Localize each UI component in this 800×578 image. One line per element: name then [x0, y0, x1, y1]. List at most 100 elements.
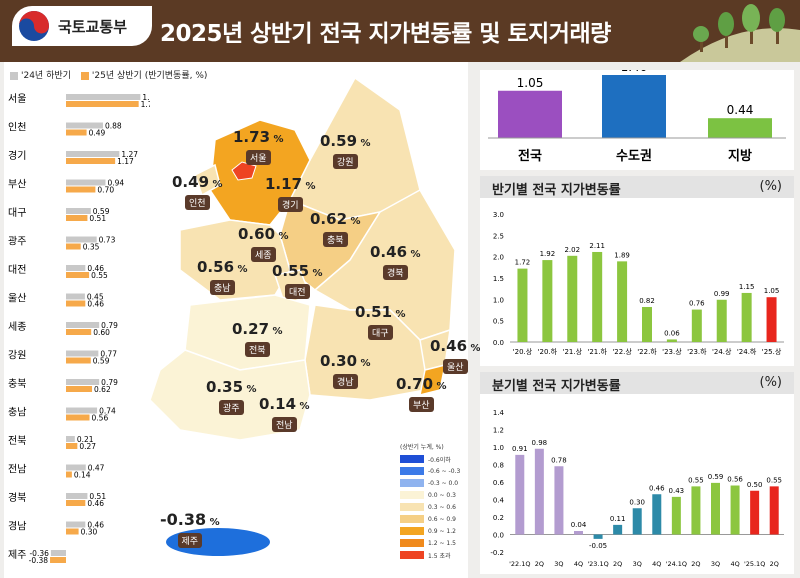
map-legend-label: -0.6이하 — [428, 456, 451, 464]
quarter-bar-label: 0.56 — [727, 476, 743, 484]
summary-bar-chart: 1.05 전국 1.40 수도권 0.44 지방 — [488, 70, 786, 164]
half-xtick: '24.하 — [737, 347, 757, 356]
quarter-bar — [515, 454, 525, 535]
region-bar — [66, 215, 88, 221]
map-legend-label: 0.6 ~ 0.9 — [428, 515, 456, 523]
header-banner: 국토교통부 2025년 상반기 전국 지가변동률 및 토지거래량 — [0, 0, 800, 62]
map-region-name: 세종 — [250, 247, 276, 262]
region-bar — [66, 500, 86, 506]
region-bar-category: 경북 — [8, 491, 26, 504]
korea-map — [149, 76, 456, 556]
region-bar-category: 부산 — [8, 179, 26, 191]
map-legend-item: 1.5 초과 — [400, 549, 460, 561]
region-bar-label: 0.14 — [74, 471, 91, 480]
quarter-xtick: '23.1Q — [587, 560, 608, 568]
page-title: 2025년 상반기 전국 지가변동률 및 토지거래량 — [160, 21, 611, 47]
summary-bar — [602, 75, 666, 138]
map-value: 0.14 % — [259, 395, 310, 413]
region-bar-category: 대구 — [8, 207, 26, 219]
region-bar-category: 세종 — [8, 321, 26, 333]
map-region-name: 전남 — [271, 417, 297, 432]
map-label-울산: 0.46 % 울산 — [430, 337, 481, 374]
map-value: 0.46 % — [370, 243, 421, 261]
map-label-대전: 0.55 % 대전 — [272, 262, 323, 299]
region-bar-category: 제주 — [8, 549, 26, 561]
region-bar — [66, 208, 91, 214]
region-bar-category: 충북 — [8, 378, 26, 390]
map-region-name: 서울 — [245, 150, 271, 165]
map-value: 0.30 % — [320, 352, 371, 370]
region-bar — [50, 550, 66, 556]
region-bar-label: -0.36 — [29, 549, 49, 558]
half-xtick: '20.하 — [538, 347, 558, 356]
region-bar-chart: 서울 1.771.73 인천 0.880.49 경기 1.271.17 부산 0.940.70… — [8, 93, 150, 565]
map-busan — [419, 363, 446, 397]
quarter-xtick: '22.1Q — [509, 560, 530, 568]
map-value: 0.49 % — [172, 173, 223, 191]
quarter-chart: -0.2 0.0 0.2 0.4 0.6 0.8 1.0 1.2 1.4 0.91 '22.1Q 0.… — [490, 409, 784, 568]
map-label-제주: -0.38 % 제주 — [160, 510, 220, 548]
map-legend-label: 0.9 ~ 1.2 — [428, 527, 456, 535]
quarter-bar — [652, 494, 662, 535]
map-region-name: 충남 — [209, 280, 235, 295]
half-ytick: 0.5 — [493, 318, 504, 326]
map-region-name: 전북 — [244, 342, 270, 357]
region-bar-category: 충남 — [8, 407, 26, 419]
region-bar-label: 0.47 — [88, 464, 105, 473]
map-label-경남: 0.30 % 경남 — [320, 352, 371, 389]
quarter-bar — [769, 486, 779, 535]
region-bar-label: 0.73 — [99, 236, 116, 245]
map-legend-item: -0.3 ~ 0.0 — [400, 477, 460, 489]
map-value: 0.27 % — [232, 320, 283, 338]
half-bar-label: 2.02 — [564, 246, 580, 254]
region-bar — [66, 357, 91, 364]
quarter-bar — [632, 508, 642, 535]
map-legend-swatch — [400, 551, 424, 559]
map-value: 0.62 % — [310, 210, 361, 228]
region-bar — [66, 521, 86, 528]
region-bar — [66, 243, 81, 250]
half-bar — [716, 299, 727, 342]
quarter-bar — [593, 534, 603, 539]
map-legend-swatch — [400, 479, 424, 487]
quarter-ytick: 1.2 — [493, 427, 504, 435]
quarter-bar — [750, 490, 760, 535]
region-bar-label: 0.51 — [89, 492, 106, 501]
region-bar-label: 0.51 — [89, 214, 106, 223]
half-bar-label: 1.15 — [739, 283, 755, 291]
region-bar — [66, 186, 96, 193]
summary-category: 지방 — [728, 148, 752, 164]
quarter-bar-label: 0.78 — [551, 456, 567, 464]
half-bar-label: 0.06 — [664, 329, 680, 337]
half-bar — [542, 260, 553, 342]
half-bar-label: 2.11 — [589, 242, 605, 250]
map-label-부산: 0.70 % 부산 — [396, 375, 447, 412]
region-bar-label: 0.60 — [93, 328, 110, 337]
map-value: -0.38 % — [160, 510, 220, 529]
quarter-xtick: 3Q — [711, 560, 720, 568]
region-bar-label: 0.56 — [92, 414, 109, 423]
summary-bar-label: 0.44 — [727, 103, 754, 117]
quarter-bar — [671, 496, 681, 535]
half-bar — [766, 297, 777, 342]
region-bar-label: 1.77 — [142, 93, 150, 102]
map-region-name: 대전 — [284, 284, 310, 299]
quarter-bar — [730, 485, 740, 535]
bar-legend: '24년 하반기 '25년 상반기 (반기변동률, %) — [10, 68, 207, 81]
region-bar-category: 대전 — [8, 264, 26, 276]
region-bar-label: 0.94 — [107, 179, 124, 188]
map-legend-swatch — [400, 467, 424, 475]
map-chungnam — [179, 219, 291, 301]
quarter-bar-label: 0.43 — [669, 487, 685, 495]
region-bar-label: 0.27 — [79, 442, 96, 451]
half-xtick: '25.상 — [762, 347, 782, 356]
map-legend-label: 1.5 초과 — [428, 552, 451, 560]
map-legend-item: 1.2 ~ 1.5 — [400, 537, 460, 549]
quarter-xtick: '25.1Q — [744, 560, 765, 568]
quarter-xtick: 2Q — [770, 560, 779, 568]
half-ytick: 3.0 — [493, 211, 504, 219]
map-legend-label: 0.0 ~ 0.3 — [428, 491, 456, 499]
region-bar-label: 0.46 — [87, 499, 104, 508]
quarter-bar — [711, 482, 720, 535]
map-label-전남: 0.14 % 전남 — [259, 395, 310, 432]
